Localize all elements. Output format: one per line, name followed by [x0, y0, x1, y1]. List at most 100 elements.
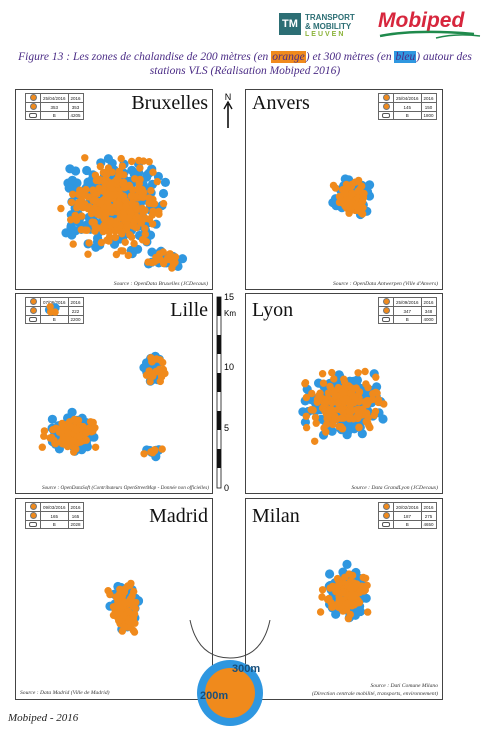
buffer-200m: [156, 377, 164, 386]
buffer-200m: [361, 367, 369, 376]
bike-icon: [29, 112, 37, 118]
buffer-200m: [159, 259, 168, 268]
buffer-200m: [130, 628, 139, 636]
legend-200m-circle: [205, 668, 255, 718]
buffer-200m: [371, 407, 380, 416]
buffer-200m: [95, 184, 103, 192]
buffer-200m: [91, 443, 100, 451]
buffer-200m: [81, 154, 89, 162]
buffer-200m: [347, 407, 355, 415]
panel-milan: Milan 20/02/2016 2016 187 275 B 4650 Source…: [245, 498, 443, 700]
city-title: Madrid: [149, 505, 208, 527]
buffer-200m: [368, 395, 377, 404]
buffer-200m: [325, 412, 333, 420]
mobiped-logo-text: Mobiped: [378, 9, 465, 32]
buffer-200m: [335, 580, 343, 588]
buffer-200m: [149, 168, 157, 176]
stats-table: 20/02/2016 2016 187 275 B 4650: [378, 502, 437, 529]
buffer-200m: [339, 407, 347, 416]
buffer-200m: [318, 586, 327, 594]
mobiped-logo: Mobiped: [376, 9, 482, 41]
buffer-200m: [130, 239, 138, 248]
buffer-200m: [302, 393, 311, 402]
buffer-200m: [131, 175, 139, 183]
stats-table: 25/09/2016 2016 347 348 B 4000: [378, 297, 437, 324]
buffer-200m: [170, 260, 178, 268]
buffer-200m: [95, 211, 104, 219]
buffer-200m: [112, 200, 121, 208]
buffer-200m: [364, 608, 372, 616]
caption-blue: bleu: [394, 51, 417, 63]
buffer-200m: [136, 164, 144, 172]
buffer-200m: [145, 367, 153, 375]
buffer-200m: [82, 429, 91, 437]
buffer-200m: [372, 373, 380, 381]
buffer-200m: [334, 399, 342, 407]
buffer-200m: [91, 424, 99, 432]
buffer-200m: [323, 595, 332, 604]
buffer-200m: [140, 450, 148, 458]
station-icon: [29, 512, 37, 519]
buffer-200m: [353, 412, 362, 420]
buffer-200m: [119, 247, 127, 255]
buffer-200m: [111, 233, 120, 242]
buffer-200m: [313, 395, 322, 403]
buffer-200m: [77, 226, 85, 234]
dots-map: [104, 579, 144, 636]
city-title: Lille: [170, 299, 208, 321]
city-title: Anvers: [252, 92, 310, 114]
buffer-200m: [122, 202, 130, 211]
buffer-200m: [324, 389, 333, 397]
buffer-200m: [333, 574, 342, 583]
buffer-200m: [73, 425, 81, 434]
buffer-200m: [116, 590, 124, 598]
stats-bikes: 2200: [67, 315, 84, 324]
buffer-200m: [369, 390, 377, 398]
buffer-200m: [148, 258, 156, 267]
buffer-200m: [106, 181, 114, 189]
buffer-200m: [78, 212, 86, 220]
buffer-200m: [358, 210, 367, 218]
buffer-200m: [333, 587, 342, 596]
buffer-300m: [47, 414, 57, 424]
buffer-200m: [340, 375, 348, 383]
buffer-200m: [130, 587, 138, 596]
city-title: Milan: [252, 505, 300, 527]
buffer-200m: [47, 308, 55, 316]
footer-text: Mobiped - 2016: [8, 712, 79, 724]
scale-tick-0: 0: [224, 483, 229, 493]
stats-table: 25/04/2016 2016 353 353 B 4205: [25, 93, 84, 120]
dots-map: [38, 303, 169, 462]
station-icon: [382, 512, 390, 519]
buffer-300m: [331, 609, 341, 619]
buffer-300m: [325, 569, 335, 579]
buffer-200m: [311, 437, 319, 445]
city-title: Bruxelles: [131, 92, 208, 114]
buffer-300m: [64, 183, 74, 193]
legend-200m-label: 200m: [200, 690, 228, 702]
buffer-200m: [89, 186, 97, 194]
buffer-200m: [316, 389, 324, 397]
buffer-200m: [343, 183, 351, 192]
orange-zone-icon: [29, 298, 37, 305]
buffer-200m: [359, 573, 367, 582]
buffer-200m: [156, 356, 164, 364]
buffer-200m: [319, 379, 328, 387]
buffer-200m: [339, 388, 347, 397]
source-text: Source : OpenData Antwerpen (Ville d'Anv…: [332, 281, 438, 287]
caption-part1: Figure 13 : Les zones de chalandise de 2…: [18, 51, 272, 63]
panel-lyon: Lyon 25/09/2016 2016 347 348 B 4000 Source …: [245, 293, 443, 494]
buffer-200m: [326, 382, 334, 391]
legend-300m-label: 300m: [232, 663, 260, 675]
buffer-200m: [307, 406, 315, 414]
buffer-200m: [128, 199, 136, 207]
orange-zone-icon: [382, 94, 390, 101]
buffer-200m: [70, 415, 79, 424]
orange-zone-icon: [382, 503, 390, 510]
tm-logo-line3: LEUVEN: [305, 31, 346, 38]
station-icon: [29, 103, 37, 110]
figure-caption: Figure 13 : Les zones de chalandise de 2…: [8, 50, 482, 78]
buffer-200m: [302, 423, 311, 432]
stats-bikes: 1800: [420, 111, 437, 120]
